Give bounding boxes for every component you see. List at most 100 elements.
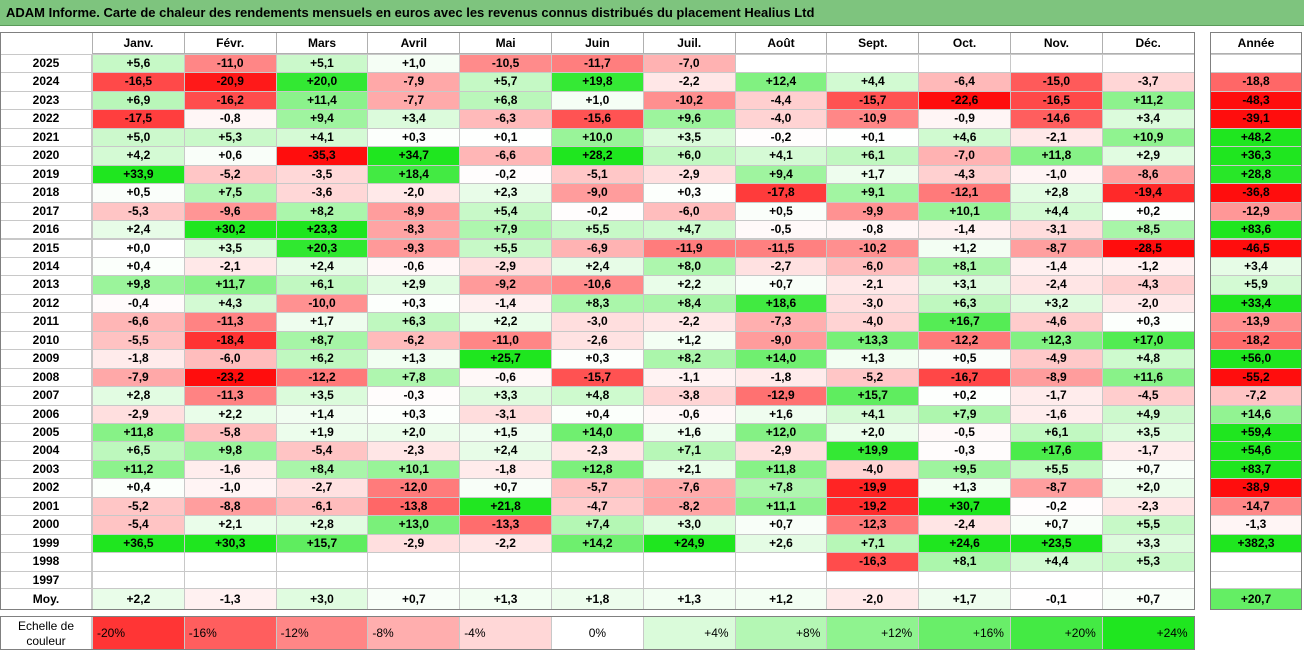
- heatmap-cell: -6,4: [918, 72, 1011, 92]
- average-cell: +0,7: [1101, 588, 1195, 610]
- heatmap-cell: +2,8: [1010, 183, 1103, 203]
- heatmap-cell: +2,4: [551, 256, 644, 277]
- heatmap-cell: [183, 552, 277, 572]
- average-cell: +0,7: [367, 588, 461, 610]
- heatmap-cell: -4,3: [918, 164, 1011, 185]
- heatmap-cell: +8,0: [642, 256, 736, 277]
- heatmap-cell: +2,4: [92, 220, 185, 240]
- heatmap-cell: -2,9: [734, 441, 828, 461]
- heatmap-cell: -2,9: [459, 256, 552, 277]
- heatmap-cell: -2,4: [918, 515, 1011, 535]
- heatmap-cell: +0,3: [551, 349, 644, 369]
- heatmap-cell: -7,6: [642, 478, 736, 498]
- heatmap-cell: +2,0: [367, 423, 461, 443]
- heatmap-cell: -17,5: [92, 109, 185, 129]
- heatmap-cell: -12,1: [918, 183, 1011, 203]
- heatmap-cell: [92, 552, 185, 572]
- heatmap-cell: +0,5: [918, 349, 1011, 369]
- heatmap-cell: -5,2: [92, 496, 185, 517]
- heatmap-cell: +11,4: [275, 90, 369, 111]
- heatmap-cell: -10,2: [642, 90, 736, 111]
- heatmap-cell: +2,0: [826, 423, 920, 443]
- heatmap-cell: -0,8: [826, 220, 920, 240]
- annual-cell: +28,8: [1210, 164, 1302, 185]
- average-cell: +1,7: [918, 588, 1011, 610]
- heatmap-cell: -8,9: [367, 201, 461, 222]
- annual-cell: +33,4: [1210, 293, 1302, 314]
- heatmap-cell: +7,1: [642, 441, 736, 461]
- heatmap-cell: -10,6: [551, 275, 644, 295]
- annual-cell: -46,5: [1210, 238, 1302, 258]
- month-header: Août: [734, 32, 828, 54]
- annual-cell: +83,6: [1210, 220, 1302, 240]
- heatmap-cell: +12,3: [1010, 330, 1103, 351]
- heatmap-cell: -12,2: [275, 367, 369, 388]
- month-header: Juin: [551, 32, 644, 54]
- heatmap-cell: +3,4: [367, 109, 461, 129]
- heatmap-cell: +30,3: [183, 533, 277, 554]
- heatmap-cell: +0,3: [1101, 312, 1195, 332]
- heatmap-cell: -2,7: [275, 478, 369, 498]
- heatmap-cell: -4,4: [734, 90, 828, 111]
- year-label: 2003: [0, 459, 92, 480]
- heatmap-cell: +8,2: [642, 349, 736, 369]
- heatmap-cell: +6,1: [275, 275, 369, 295]
- heatmap-cell: +5,5: [1101, 515, 1195, 535]
- heatmap-cell: -2,1: [826, 275, 920, 295]
- heatmap-cell: -5,2: [183, 164, 277, 185]
- heatmap-cell: -8,8: [183, 496, 277, 517]
- year-label: 1998: [0, 552, 92, 572]
- heatmap-cell: +23,5: [1010, 533, 1103, 554]
- heatmap-cell: -9,0: [551, 183, 644, 203]
- annual-cell: +59,4: [1210, 423, 1302, 443]
- heatmap-cell: -2,3: [551, 441, 644, 461]
- heatmap-cell: -4,9: [1010, 349, 1103, 369]
- heatmap-cell: +2,6: [734, 533, 828, 554]
- heatmap-cell: +8,1: [918, 552, 1011, 572]
- heatmap-cell: +13,0: [367, 515, 461, 535]
- heatmap-cell: +25,7: [459, 349, 552, 369]
- heatmap-cell: +8,4: [642, 293, 736, 314]
- heatmap-cell: -1,7: [1101, 441, 1195, 461]
- heatmap-cell: -8,2: [642, 496, 736, 517]
- annual-cell: -36,8: [1210, 183, 1302, 203]
- annual-cell: -13,9: [1210, 312, 1302, 332]
- year-label: 2007: [0, 386, 92, 406]
- heatmap-cell: -4,6: [1010, 312, 1103, 332]
- heatmap-cell: -2,3: [367, 441, 461, 461]
- heatmap-cell: -5,4: [92, 515, 185, 535]
- heatmap-cell: -14,6: [1010, 109, 1103, 129]
- heatmap-cell: -2,4: [1010, 275, 1103, 295]
- heatmap-cell: -28,5: [1101, 238, 1195, 258]
- heatmap-cell: -2,3: [1101, 496, 1195, 517]
- year-label: 2002: [0, 478, 92, 498]
- heatmap-cell: +5,3: [183, 127, 277, 148]
- heatmap-cell: -9,3: [367, 238, 461, 258]
- heatmap-cell: -22,6: [918, 90, 1011, 111]
- heatmap-cell: +3,5: [275, 386, 369, 406]
- heatmap-cell: +9,4: [275, 109, 369, 129]
- heatmap-cell: +0,7: [459, 478, 552, 498]
- heatmap-cell: [1010, 54, 1103, 74]
- heatmap-cell: +0,7: [1101, 459, 1195, 480]
- year-label: 2023: [0, 90, 92, 111]
- heatmap-cell: +1,5: [459, 423, 552, 443]
- scale-swatch: 0%: [551, 616, 644, 650]
- heatmap-cell: +5,7: [459, 72, 552, 92]
- heatmap-cell: -9,9: [826, 201, 920, 222]
- heatmap-cell: -0,6: [367, 256, 461, 277]
- year-label: 2004: [0, 441, 92, 461]
- heatmap-cell: +11,6: [1101, 367, 1195, 388]
- heatmap-cell: +23,3: [275, 220, 369, 240]
- heatmap-cell: -15,7: [551, 367, 644, 388]
- heatmap-cell: +10,1: [918, 201, 1011, 222]
- heatmap-cell: +7,8: [367, 367, 461, 388]
- heatmap-cell: +6,3: [918, 293, 1011, 314]
- heatmap-cell: +1,7: [826, 164, 920, 185]
- heatmap-cell: +8,4: [275, 459, 369, 480]
- heatmap-cell: +0,1: [459, 127, 552, 148]
- heatmap-cell: -1,6: [183, 459, 277, 480]
- heatmap-cell: +11,8: [1010, 146, 1103, 166]
- heatmap-cell: -0,2: [1010, 496, 1103, 517]
- year-label: 2014: [0, 256, 92, 277]
